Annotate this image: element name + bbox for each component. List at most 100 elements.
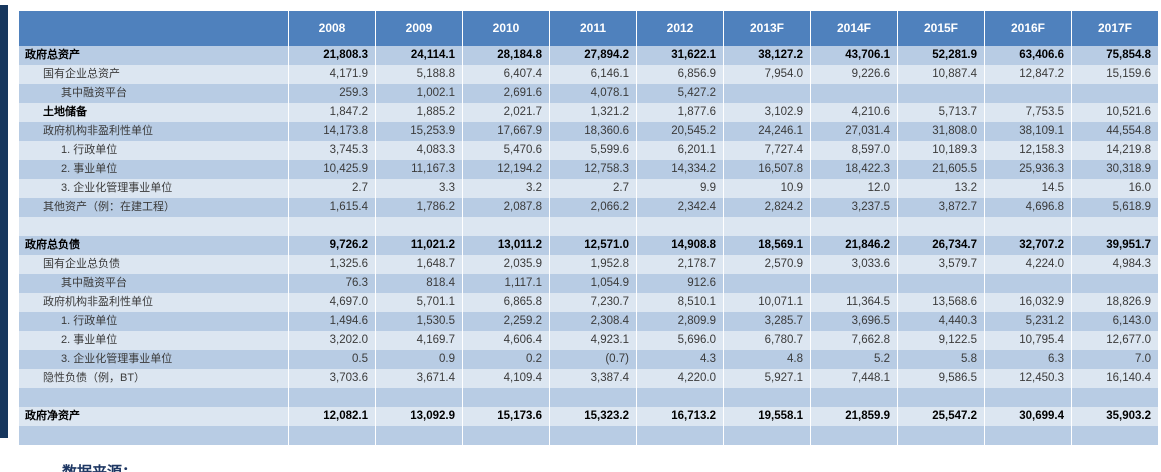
value-cell: 912.6 — [637, 274, 724, 293]
value-cell: 11,167.3 — [376, 160, 463, 179]
year-column-header: 2008 — [289, 11, 376, 46]
value-cell: 12,847.2 — [985, 65, 1072, 84]
value-cell: 24,246.1 — [724, 122, 811, 141]
value-cell: 10,425.9 — [289, 160, 376, 179]
value-cell: 2,342.4 — [637, 198, 724, 217]
value-cell: 3,102.9 — [724, 103, 811, 122]
table-row: 3. 企业化管理事业单位 2.7 3.3 3.2 2.7 9.9 10.9 12.0 13.2… — [19, 179, 1159, 198]
government-balance-sheet-table: 2008 2009 2010 2011 2012 2013F 2014F 2015F 2016F… — [19, 11, 1159, 445]
value-cell: 21,846.2 — [811, 236, 898, 255]
row-label: 国有企业总负债 — [19, 255, 289, 274]
value-cell: 2,809.9 — [637, 312, 724, 331]
value-cell: 4,171.9 — [289, 65, 376, 84]
value-cell: 1,615.4 — [289, 198, 376, 217]
value-cell: 1,325.6 — [289, 255, 376, 274]
value-cell: 7,727.4 — [724, 141, 811, 160]
value-cell: 6,780.7 — [724, 331, 811, 350]
row-label: 政府净资产 — [19, 407, 289, 426]
value-cell: 14,908.8 — [637, 236, 724, 255]
left-accent-bar — [0, 5, 8, 438]
row-label: 政府机构非盈利性单位 — [19, 293, 289, 312]
value-cell: 30,318.9 — [1072, 160, 1159, 179]
value-cell: 26,734.7 — [898, 236, 985, 255]
value-cell — [811, 388, 898, 407]
value-cell — [724, 426, 811, 445]
value-cell: 19,558.1 — [724, 407, 811, 426]
value-cell: 1,877.6 — [637, 103, 724, 122]
value-cell — [1072, 84, 1159, 103]
value-cell: 12,758.3 — [550, 160, 637, 179]
value-cell: 14,173.8 — [289, 122, 376, 141]
value-cell: 1,847.2 — [289, 103, 376, 122]
table-row: 1. 行政单位 3,745.3 4,083.3 5,470.6 5,599.6 6,20… — [19, 141, 1159, 160]
table-row: 政府净资产 12,082.1 13,092.9 15,173.6 15,323.2 16… — [19, 407, 1159, 426]
value-cell: 12,082.1 — [289, 407, 376, 426]
table-header-row: 2008 2009 2010 2011 2012 2013F 2014F 2015F 2016F… — [19, 11, 1159, 46]
year-column-header: 2013F — [724, 11, 811, 46]
value-cell — [724, 217, 811, 236]
value-cell: 18,422.3 — [811, 160, 898, 179]
value-cell — [637, 217, 724, 236]
table-row: 隐性负债（例，BT） 3,703.6 3,671.4 4,109.4 3,387.4 4… — [19, 369, 1159, 388]
value-cell: 13.2 — [898, 179, 985, 198]
row-label: 2. 事业单位 — [19, 160, 289, 179]
table-row: 其中融资平台 76.3 818.4 1,117.1 1,054.9 912.6 — [19, 274, 1159, 293]
value-cell: 1,321.2 — [550, 103, 637, 122]
value-cell: 7.0 — [1072, 350, 1159, 369]
table-row: 政府机构非盈利性单位 14,173.8 15,253.9 17,667.9 18,36… — [19, 122, 1159, 141]
value-cell: 2,259.2 — [463, 312, 550, 331]
value-cell: 5,599.6 — [550, 141, 637, 160]
value-cell: 38,109.1 — [985, 122, 1072, 141]
value-cell: 10,887.4 — [898, 65, 985, 84]
table-row: 政府机构非盈利性单位 4,697.0 5,701.1 6,865.8 7,230.7 8… — [19, 293, 1159, 312]
value-cell: 27,894.2 — [550, 46, 637, 65]
value-cell — [811, 274, 898, 293]
value-cell: 2,824.2 — [724, 198, 811, 217]
value-cell: 4,923.1 — [550, 331, 637, 350]
row-label: 其中融资平台 — [19, 274, 289, 293]
value-cell: 13,568.6 — [898, 293, 985, 312]
row-label: 国有企业总资产 — [19, 65, 289, 84]
value-cell: 18,360.6 — [550, 122, 637, 141]
value-cell — [724, 274, 811, 293]
row-label: 政府总负债 — [19, 236, 289, 255]
value-cell: 1,054.9 — [550, 274, 637, 293]
value-cell: 18,826.9 — [1072, 293, 1159, 312]
value-cell — [1072, 426, 1159, 445]
value-cell: 21,859.9 — [811, 407, 898, 426]
value-cell: 6,143.0 — [1072, 312, 1159, 331]
header-corner-cell — [19, 11, 289, 46]
value-cell: 5,927.1 — [724, 369, 811, 388]
value-cell: 10.9 — [724, 179, 811, 198]
value-cell: 1,952.8 — [550, 255, 637, 274]
value-cell: 5.8 — [898, 350, 985, 369]
value-cell — [463, 388, 550, 407]
table-row: 其他资产（例：在建工程） 1,615.4 1,786.2 2,087.8 2,066.… — [19, 198, 1159, 217]
table-row: 政府总资产 21,808.3 24,114.1 28,184.8 27,894.2 31… — [19, 46, 1159, 65]
value-cell — [985, 426, 1072, 445]
row-label: 1. 行政单位 — [19, 141, 289, 160]
year-column-header: 2010 — [463, 11, 550, 46]
value-cell: 10,521.6 — [1072, 103, 1159, 122]
row-label: 其中融资平台 — [19, 84, 289, 103]
value-cell — [985, 217, 1072, 236]
value-cell: 16.0 — [1072, 179, 1159, 198]
value-cell: 17,667.9 — [463, 122, 550, 141]
value-cell: 12,677.0 — [1072, 331, 1159, 350]
value-cell — [637, 388, 724, 407]
table-body: 政府总资产 21,808.3 24,114.1 28,184.8 27,894.2 31… — [19, 46, 1159, 445]
value-cell: 31,808.0 — [898, 122, 985, 141]
value-cell: 32,707.2 — [985, 236, 1072, 255]
value-cell: 3.3 — [376, 179, 463, 198]
value-cell — [550, 388, 637, 407]
value-cell: 4,078.1 — [550, 84, 637, 103]
value-cell: 16,140.4 — [1072, 369, 1159, 388]
year-column-header: 2012 — [637, 11, 724, 46]
row-label: 政府机构非盈利性单位 — [19, 122, 289, 141]
year-column-header: 2011 — [550, 11, 637, 46]
row-label: 3. 企业化管理事业单位 — [19, 350, 289, 369]
value-cell: 818.4 — [376, 274, 463, 293]
value-cell: 3,202.0 — [289, 331, 376, 350]
value-cell: 2,308.4 — [550, 312, 637, 331]
value-cell: 3.2 — [463, 179, 550, 198]
